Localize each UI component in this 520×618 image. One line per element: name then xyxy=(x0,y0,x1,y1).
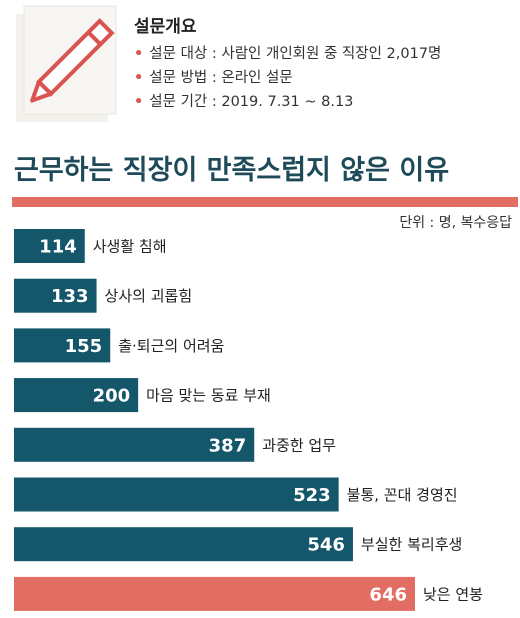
bar xyxy=(14,328,111,363)
survey-item: • 설문 기간 : 2019. 7.31 ~ 8.13 xyxy=(134,94,354,110)
unit-note: 단위 : 명, 복수응답 xyxy=(399,215,512,231)
survey-list: • 설문 대상 : 사람인 개인회원 중 직장인 2,017명 • 설문 방법 : … xyxy=(134,42,441,114)
bar-value-label: 646 xyxy=(369,584,407,605)
bar-value-label: 133 xyxy=(51,286,89,307)
chart-title: 근무하는 직장이 만족스럽지 않은 이유 xyxy=(14,155,450,186)
bar-value-label: 523 xyxy=(293,485,331,506)
bar xyxy=(14,378,139,413)
category-label: 마음 맞는 동료 부재 xyxy=(146,387,271,405)
category-label: 낮은 연봉 xyxy=(423,585,483,603)
pencil-icon xyxy=(30,18,115,103)
bar xyxy=(14,229,85,263)
survey-heading: 설문개요 xyxy=(134,17,197,37)
category-label: 과중한 업무 xyxy=(262,436,336,454)
survey-overview: 설문개요 • 설문 대상 : 사람인 개인회원 중 직장인 2,017명 • 설문 … xyxy=(0,0,520,130)
bar-value-label: 155 xyxy=(65,336,103,357)
bar xyxy=(14,477,339,512)
category-label: 출·퇴근의 어려움 xyxy=(118,337,224,355)
bar xyxy=(14,427,255,462)
title-rule xyxy=(12,197,518,207)
paper-icon xyxy=(16,5,117,122)
bar xyxy=(14,278,97,313)
survey-item: • 설문 대상 : 사람인 개인회원 중 직장인 2,017명 xyxy=(134,46,442,62)
bar-value-label: 200 xyxy=(93,386,131,407)
bar xyxy=(14,527,353,562)
bar-value-label: 546 xyxy=(307,535,345,556)
bar xyxy=(14,576,415,611)
category-label: 불통, 꼰대 경영진 xyxy=(347,486,458,504)
category-label: 부실한 복리후생 xyxy=(361,536,462,554)
survey-item: • 설문 방법 : 온라인 설문 xyxy=(134,70,293,86)
category-label: 사생활 침해 xyxy=(93,238,167,256)
bar-value-label: 114 xyxy=(39,237,77,258)
bar-value-label: 387 xyxy=(209,435,247,456)
category-label: 상사의 괴롭힘 xyxy=(105,287,193,305)
